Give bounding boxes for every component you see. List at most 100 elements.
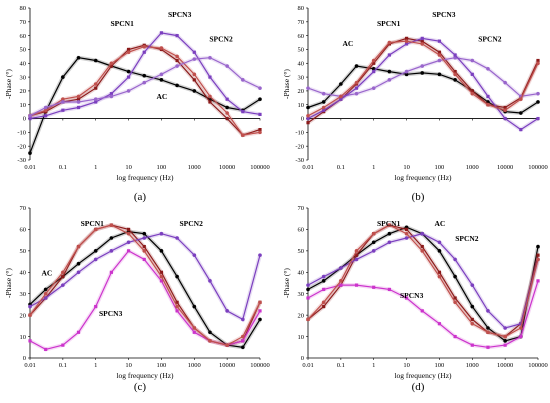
series-label: SPCN1 bbox=[377, 219, 401, 228]
x-tick-label: 100000 bbox=[528, 362, 548, 369]
data-point bbox=[306, 116, 310, 121]
series-line bbox=[29, 46, 261, 136]
data-point bbox=[470, 89, 474, 93]
data-point bbox=[420, 39, 424, 43]
data-point bbox=[241, 339, 245, 343]
data-point bbox=[109, 64, 113, 68]
data-point bbox=[437, 274, 442, 279]
data-point bbox=[453, 72, 457, 77]
data-point bbox=[404, 39, 409, 43]
data-point bbox=[486, 326, 490, 330]
series-line bbox=[29, 250, 261, 351]
x-tick-label: 0.1 bbox=[337, 362, 345, 369]
data-point bbox=[536, 58, 540, 63]
y-tick-label: 0 bbox=[23, 355, 26, 362]
data-point bbox=[208, 279, 212, 283]
x-tick-label: 100 bbox=[157, 362, 167, 369]
x-tick-label: 10 bbox=[125, 164, 132, 171]
x-tick-label: 1000 bbox=[466, 164, 479, 171]
data-point bbox=[175, 83, 179, 88]
data-point bbox=[453, 334, 457, 339]
series-label: SPCN1 bbox=[111, 19, 135, 28]
data-point bbox=[93, 257, 98, 262]
data-point bbox=[420, 42, 425, 46]
data-point bbox=[192, 304, 197, 309]
x-tick-label: 1 bbox=[94, 362, 97, 369]
data-point bbox=[453, 257, 457, 262]
data-point bbox=[126, 249, 131, 253]
data-point bbox=[258, 309, 262, 313]
x-tick-label: 0.1 bbox=[337, 164, 345, 171]
x-tick-label: 1000 bbox=[466, 362, 479, 369]
data-point bbox=[159, 78, 164, 82]
data-point bbox=[76, 97, 81, 101]
series-halo bbox=[28, 55, 262, 154]
series-label: SPCN3 bbox=[168, 10, 192, 19]
y-axis-label: -Phase (°) bbox=[4, 69, 13, 99]
series-label: SPCN3 bbox=[99, 309, 123, 318]
y-tick-label: 70 bbox=[298, 19, 305, 26]
data-point bbox=[109, 92, 113, 96]
y-tick-label: 40 bbox=[20, 60, 27, 67]
data-point bbox=[175, 309, 179, 313]
y-tick-label: -20 bbox=[17, 143, 26, 150]
data-point bbox=[519, 326, 523, 330]
data-point bbox=[258, 253, 262, 257]
data-point bbox=[453, 296, 457, 300]
series-halo bbox=[307, 39, 540, 118]
data-point bbox=[175, 64, 179, 68]
data-point bbox=[503, 105, 507, 110]
data-point bbox=[306, 86, 310, 90]
data-point bbox=[536, 244, 540, 249]
data-point bbox=[76, 100, 81, 104]
data-point bbox=[61, 108, 65, 112]
data-point bbox=[339, 82, 343, 86]
data-point bbox=[175, 300, 179, 304]
data-point bbox=[437, 50, 442, 54]
data-point bbox=[208, 339, 212, 343]
y-tick-label: -30 bbox=[295, 157, 304, 164]
data-point bbox=[470, 72, 474, 76]
data-point bbox=[437, 240, 442, 245]
data-point bbox=[437, 72, 442, 77]
y-tick-label: 20 bbox=[298, 88, 305, 95]
data-point bbox=[519, 97, 523, 101]
data-point bbox=[322, 287, 326, 292]
data-point bbox=[420, 71, 425, 75]
data-point bbox=[354, 249, 359, 253]
data-point bbox=[241, 78, 245, 82]
x-tick-label: 1 bbox=[372, 362, 375, 369]
data-point bbox=[306, 283, 310, 287]
data-point bbox=[61, 100, 65, 104]
data-point bbox=[536, 91, 540, 96]
data-point bbox=[321, 279, 326, 283]
data-point bbox=[519, 111, 523, 115]
data-point bbox=[387, 78, 392, 82]
data-point bbox=[258, 300, 262, 305]
data-point bbox=[306, 287, 310, 292]
data-point bbox=[371, 249, 376, 253]
data-point bbox=[437, 39, 442, 43]
data-point bbox=[258, 130, 262, 135]
data-point bbox=[404, 36, 409, 40]
series-line bbox=[307, 57, 539, 98]
panel-3: 0 10 20 30 40 50 60 70 0.01 0.1 1 10 100 1000 10000 100… bbox=[4, 205, 270, 393]
data-point bbox=[225, 64, 229, 68]
data-point bbox=[126, 47, 131, 52]
x-tick-label: 100 bbox=[435, 164, 445, 171]
data-point bbox=[126, 75, 131, 79]
x-tick-label: 100 bbox=[157, 164, 167, 171]
data-point bbox=[175, 304, 179, 309]
data-point bbox=[420, 309, 424, 313]
x-tick-label: 100000 bbox=[250, 362, 270, 369]
data-point bbox=[28, 304, 32, 309]
panel-1: -30 -20 -10 0 10 20 30 40 50 60 70 80 0.01 0.1 1 10 100 1… bbox=[4, 5, 270, 203]
data-point bbox=[354, 64, 359, 68]
data-point bbox=[404, 231, 409, 236]
data-point bbox=[109, 223, 114, 227]
y-tick-label: 10 bbox=[20, 102, 27, 109]
data-point bbox=[387, 69, 392, 74]
data-point bbox=[420, 36, 424, 40]
data-point bbox=[241, 334, 245, 339]
data-point bbox=[470, 304, 475, 309]
